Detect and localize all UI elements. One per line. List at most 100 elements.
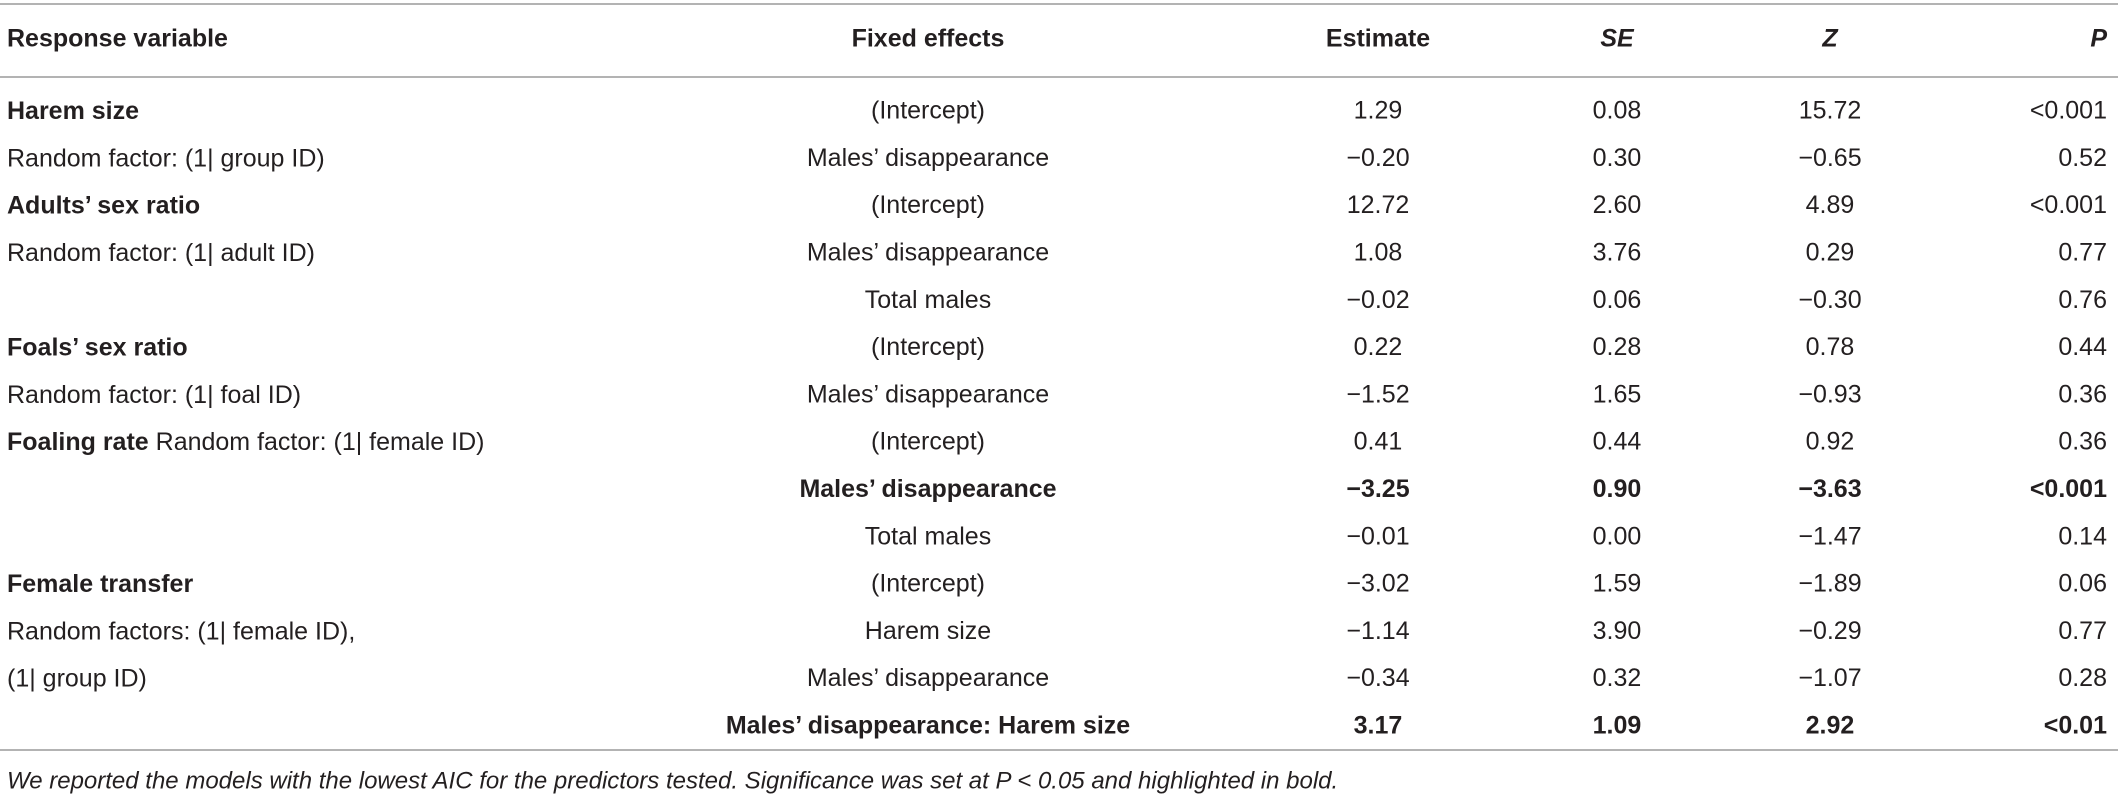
estimate-cell: −0.01 bbox=[1346, 522, 1409, 550]
se-cell: 0.90 bbox=[1593, 475, 1642, 503]
estimate-cell: 0.41 bbox=[1354, 428, 1403, 456]
estimate-cell: 1.29 bbox=[1354, 97, 1403, 125]
z-cell: 15.72 bbox=[1799, 97, 1862, 125]
p-cell: <0.001 bbox=[2030, 97, 2107, 125]
column-header: Fixed effects bbox=[852, 25, 1005, 53]
se-cell: 1.65 bbox=[1593, 380, 1642, 408]
fixed-effect-cell: Total males bbox=[865, 286, 991, 314]
se-cell: 3.90 bbox=[1593, 617, 1642, 645]
response-variable: Random factors: (1| female ID), bbox=[7, 617, 355, 645]
estimate-cell: −1.14 bbox=[1346, 617, 1409, 645]
se-cell: 2.60 bbox=[1593, 191, 1642, 219]
fixed-effect-cell: Males’ disappearance bbox=[807, 144, 1049, 172]
footnote: We reported the models with the lowest A… bbox=[7, 767, 1338, 794]
z-cell: 4.89 bbox=[1806, 191, 1855, 219]
se-cell: 0.08 bbox=[1593, 97, 1642, 125]
z-cell: 2.92 bbox=[1806, 712, 1855, 740]
fixed-effect-cell: (Intercept) bbox=[871, 333, 985, 361]
p-cell: 0.36 bbox=[2058, 428, 2107, 456]
z-cell: −1.89 bbox=[1798, 570, 1861, 598]
estimate-cell: −1.52 bbox=[1346, 380, 1409, 408]
response-variable: Female transfer bbox=[7, 570, 193, 598]
p-cell: 0.52 bbox=[2058, 144, 2107, 172]
response-cell: Random factor: (1| group ID) bbox=[7, 144, 325, 172]
estimate-cell: −3.25 bbox=[1346, 475, 1409, 503]
response-cell: Foaling rate Random factor: (1| female I… bbox=[7, 428, 484, 456]
estimate-cell: 3.17 bbox=[1354, 712, 1403, 740]
se-cell: 0.28 bbox=[1593, 333, 1642, 361]
p-cell: <0.001 bbox=[2030, 475, 2107, 503]
random-factor: Random factor: (1| female ID) bbox=[156, 428, 485, 456]
fixed-effect-cell: (Intercept) bbox=[871, 428, 985, 456]
column-header: Response variable bbox=[7, 25, 228, 53]
response-cell: Adults’ sex ratio bbox=[7, 191, 200, 219]
se-cell: 0.30 bbox=[1593, 144, 1642, 172]
p-cell: 0.44 bbox=[2058, 333, 2107, 361]
se-cell: 1.59 bbox=[1593, 570, 1642, 598]
p-cell: 0.28 bbox=[2058, 664, 2107, 692]
p-cell: 0.77 bbox=[2058, 617, 2107, 645]
response-cell: Foals’ sex ratio bbox=[7, 333, 188, 361]
estimate-cell: 12.72 bbox=[1347, 191, 1410, 219]
column-header: SE bbox=[1600, 25, 1635, 53]
p-cell: <0.001 bbox=[2030, 191, 2107, 219]
fixed-effect-cell: Males’ disappearance bbox=[799, 475, 1056, 503]
response-cell: Random factor: (1| foal ID) bbox=[7, 380, 301, 408]
estimate-cell: −0.34 bbox=[1346, 664, 1409, 692]
response-cell: Random factor: (1| adult ID) bbox=[7, 239, 315, 267]
se-cell: 1.09 bbox=[1593, 712, 1642, 740]
response-variable: Foaling rate bbox=[7, 428, 149, 456]
fixed-effect-cell: Males’ disappearance bbox=[807, 664, 1049, 692]
fixed-effect-cell: Harem size bbox=[865, 617, 991, 645]
response-variable: Random factor: (1| group ID) bbox=[7, 144, 325, 172]
response-cell: Female transfer bbox=[7, 570, 193, 598]
p-cell: 0.14 bbox=[2058, 522, 2107, 550]
column-header: Estimate bbox=[1326, 25, 1430, 53]
p-cell: 0.36 bbox=[2058, 380, 2107, 408]
fixed-effect-cell: Males’ disappearance: Harem size bbox=[726, 712, 1130, 740]
estimate-cell: −0.02 bbox=[1346, 286, 1409, 314]
estimate-cell: −3.02 bbox=[1346, 570, 1409, 598]
se-cell: 0.32 bbox=[1593, 664, 1642, 692]
response-variable: Harem size bbox=[7, 97, 139, 125]
response-variable: (1| group ID) bbox=[7, 664, 147, 692]
estimate-cell: 0.22 bbox=[1354, 333, 1403, 361]
fixed-effect-cell: (Intercept) bbox=[871, 97, 985, 125]
fixed-effect-cell: Males’ disappearance bbox=[807, 380, 1049, 408]
p-cell: 0.76 bbox=[2058, 286, 2107, 314]
estimate-cell: −0.20 bbox=[1346, 144, 1409, 172]
se-cell: 0.00 bbox=[1593, 522, 1642, 550]
response-variable: Random factor: (1| foal ID) bbox=[7, 380, 301, 408]
z-cell: −0.30 bbox=[1798, 286, 1861, 314]
z-cell: −0.93 bbox=[1798, 380, 1861, 408]
se-cell: 0.44 bbox=[1593, 428, 1642, 456]
z-cell: 0.78 bbox=[1806, 333, 1855, 361]
response-cell: Harem size bbox=[7, 97, 139, 125]
response-variable: Foals’ sex ratio bbox=[7, 333, 188, 361]
response-cell: (1| group ID) bbox=[7, 664, 147, 692]
fixed-effect-cell: (Intercept) bbox=[871, 191, 985, 219]
fixed-effect-cell: Males’ disappearance bbox=[807, 239, 1049, 267]
z-cell: −3.63 bbox=[1798, 475, 1861, 503]
response-cell: Random factors: (1| female ID), bbox=[7, 617, 355, 645]
z-cell: −1.47 bbox=[1798, 522, 1861, 550]
estimate-cell: 1.08 bbox=[1354, 239, 1403, 267]
z-cell: −1.07 bbox=[1798, 664, 1861, 692]
response-variable: Random factor: (1| adult ID) bbox=[7, 239, 315, 267]
fixed-effect-cell: Total males bbox=[865, 522, 991, 550]
z-cell: 0.29 bbox=[1806, 239, 1855, 267]
se-cell: 0.06 bbox=[1593, 286, 1642, 314]
response-variable: Adults’ sex ratio bbox=[7, 191, 200, 219]
z-cell: −0.65 bbox=[1798, 144, 1861, 172]
p-cell: 0.06 bbox=[2058, 570, 2107, 598]
z-cell: −0.29 bbox=[1798, 617, 1861, 645]
p-cell: <0.01 bbox=[2044, 712, 2107, 740]
fixed-effect-cell: (Intercept) bbox=[871, 570, 985, 598]
p-cell: 0.77 bbox=[2058, 239, 2107, 267]
column-header: Z bbox=[1821, 25, 1839, 53]
column-header: P bbox=[2090, 25, 2107, 53]
z-cell: 0.92 bbox=[1806, 428, 1855, 456]
